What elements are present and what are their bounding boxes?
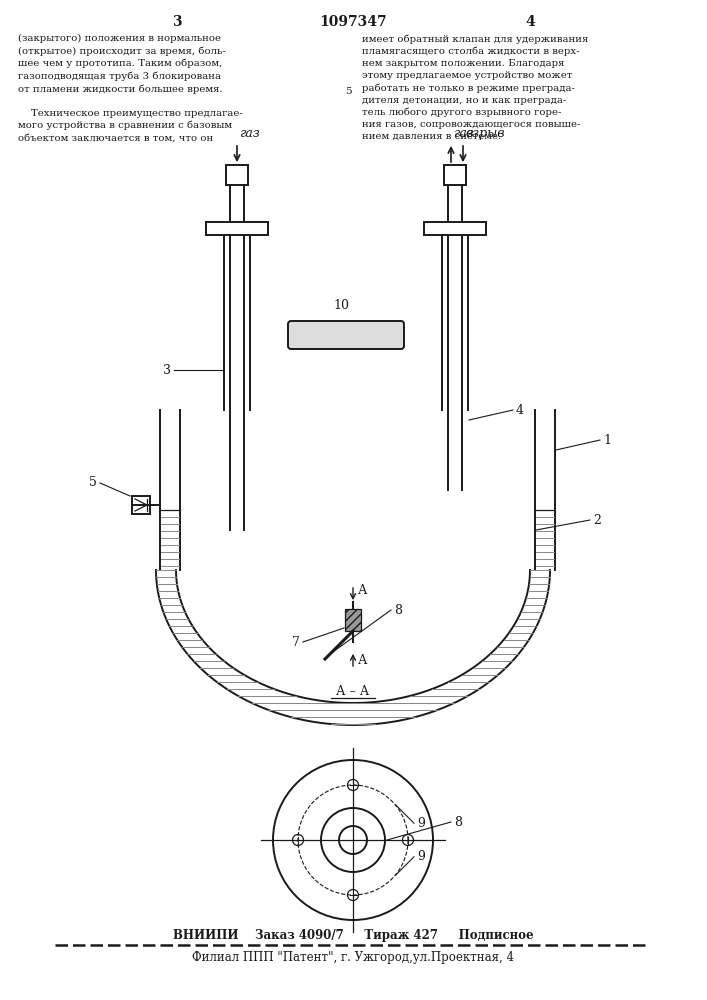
Text: Филиал ППП "Патент", г. Ужгород,ул.Проектная, 4: Филиал ППП "Патент", г. Ужгород,ул.Проек…	[192, 952, 514, 964]
Bar	[424, 222, 486, 234]
Text: 9: 9	[417, 850, 425, 863]
Text: ВНИИПИ    Заказ 4090/7     Тираж 427     Подписное: ВНИИПИ Заказ 4090/7 Тираж 427 Подписное	[173, 928, 533, 942]
Text: А – А: А – А	[337, 685, 370, 698]
FancyBboxPatch shape	[288, 321, 404, 349]
Text: 7: 7	[292, 636, 300, 648]
Text: 5: 5	[345, 88, 351, 97]
Text: газ: газ	[239, 127, 259, 140]
Text: 8: 8	[394, 603, 402, 616]
Bar	[206, 222, 268, 234]
Text: 10: 10	[333, 299, 349, 312]
Bar	[132, 496, 150, 514]
Text: 3: 3	[163, 363, 171, 376]
Text: 8: 8	[454, 816, 462, 828]
Text: 1: 1	[603, 434, 611, 446]
Bar	[345, 609, 361, 631]
Text: 9: 9	[417, 817, 425, 830]
Text: 2: 2	[593, 514, 601, 526]
Text: газ: газ	[453, 127, 474, 140]
Text: 4: 4	[516, 403, 524, 416]
Text: 4: 4	[525, 15, 535, 29]
Text: взрыв: взрыв	[465, 127, 505, 140]
Text: А: А	[358, 584, 368, 596]
Text: 5: 5	[89, 477, 97, 489]
Text: (закрытого) положения в нормальное
(открытое) происходит за время, боль-
шее чем: (закрытого) положения в нормальное (откр…	[18, 34, 243, 142]
Text: 1097347: 1097347	[319, 15, 387, 29]
Bar	[226, 165, 248, 185]
Text: имеет обратный клапан для удерживания
пламягасящего столба жидкости в верх-
нем : имеет обратный клапан для удерживания пл…	[362, 34, 588, 141]
Text: А: А	[358, 654, 368, 668]
Text: 3: 3	[173, 15, 182, 29]
Bar	[444, 165, 466, 185]
